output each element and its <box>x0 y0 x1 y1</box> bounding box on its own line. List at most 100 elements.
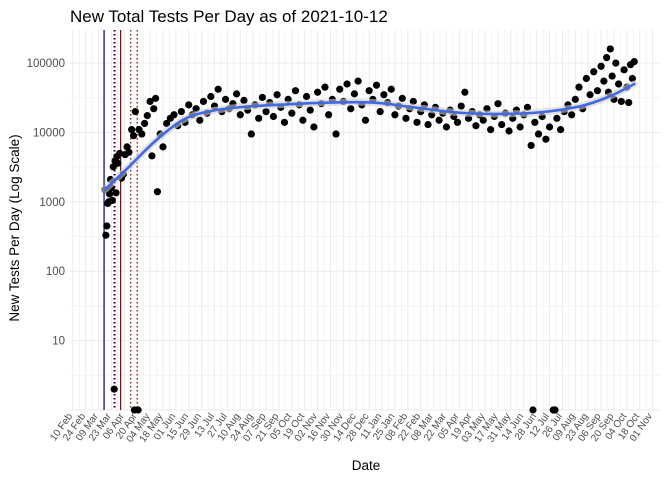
data-point <box>291 87 300 95</box>
data-point <box>153 188 162 196</box>
data-point <box>586 91 594 99</box>
data-point <box>262 107 270 116</box>
x-axis-title: Date <box>352 458 381 473</box>
data-point <box>376 107 384 116</box>
data-point <box>487 126 495 134</box>
data-point <box>273 91 281 99</box>
data-point <box>146 97 154 106</box>
data-point <box>628 74 636 83</box>
data-point <box>398 94 406 102</box>
data-point <box>545 123 554 131</box>
data-point <box>494 100 502 108</box>
data-point <box>350 90 359 98</box>
data-point <box>372 81 381 89</box>
data-point <box>306 106 314 114</box>
data-point <box>196 116 204 124</box>
data-point <box>103 222 111 230</box>
data-point <box>551 406 559 414</box>
data-point <box>361 116 370 124</box>
grid <box>70 30 660 411</box>
y-tick-label: 100 <box>46 266 65 278</box>
data-point <box>269 112 278 121</box>
data-point <box>325 111 333 119</box>
data-point <box>529 406 537 414</box>
data-point <box>163 119 171 128</box>
data-point <box>280 118 289 126</box>
data-point <box>288 109 296 117</box>
data-point <box>232 90 241 98</box>
data-point <box>612 59 620 67</box>
data-point <box>321 83 329 91</box>
data-point <box>159 143 167 151</box>
data-point <box>255 114 263 122</box>
data-point <box>199 97 208 106</box>
data-point <box>258 93 266 102</box>
data-point <box>221 95 230 103</box>
data-point <box>380 91 388 99</box>
data-point <box>568 111 576 119</box>
data-point <box>343 80 351 88</box>
data-point <box>614 80 623 88</box>
data-point <box>302 92 311 101</box>
data-point <box>129 132 138 140</box>
data-point <box>498 120 506 129</box>
data-point <box>534 130 543 138</box>
data-point <box>620 66 628 74</box>
data-point <box>606 45 614 53</box>
data-point <box>542 135 550 143</box>
data-point <box>409 97 417 106</box>
data-point <box>131 107 139 116</box>
data-point <box>354 77 362 85</box>
data-point <box>310 123 318 131</box>
data-point <box>240 96 248 105</box>
y-tick-label: 10 <box>52 336 65 348</box>
y-tick-label: 1000 <box>39 197 65 209</box>
data-point <box>571 95 579 103</box>
data-points <box>101 45 638 414</box>
data-point <box>523 103 532 111</box>
data-point <box>134 406 142 414</box>
data-point <box>457 102 465 110</box>
data-point <box>402 114 410 122</box>
chart-title: New Total Tests Per Day as of 2021-10-12 <box>70 7 388 26</box>
y-axis-title: New Tests Per Day (Log Scale) <box>7 134 22 321</box>
data-point <box>177 107 185 116</box>
data-point <box>185 101 193 109</box>
data-point <box>207 92 215 101</box>
data-point <box>472 122 480 130</box>
data-point <box>110 385 118 393</box>
data-point <box>138 130 146 138</box>
data-point <box>105 190 114 198</box>
data-point <box>347 105 355 113</box>
data-point <box>148 152 156 160</box>
data-point <box>553 114 561 122</box>
data-point <box>600 77 608 85</box>
data-point <box>453 118 462 126</box>
data-point <box>590 68 598 76</box>
data-point <box>247 130 255 138</box>
data-point <box>336 85 344 93</box>
data-point <box>116 149 124 157</box>
data-point <box>435 116 443 124</box>
data-point <box>150 105 158 113</box>
data-point <box>108 196 116 204</box>
data-point <box>625 98 633 107</box>
data-point <box>214 85 222 93</box>
data-point <box>603 54 611 62</box>
data-point <box>365 87 373 95</box>
data-point <box>479 116 487 124</box>
data-point <box>516 123 524 131</box>
data-point <box>424 120 432 129</box>
data-point <box>102 231 110 239</box>
data-point <box>114 159 122 167</box>
data-point <box>617 97 625 106</box>
data-point <box>391 111 399 119</box>
reference-lines <box>103 30 138 410</box>
y-axis-ticks: 10 100 1000 10000 100000 <box>27 58 65 348</box>
data-point <box>170 111 178 119</box>
trend-line-path <box>103 82 636 191</box>
data-point <box>527 141 535 150</box>
data-point <box>128 126 136 134</box>
